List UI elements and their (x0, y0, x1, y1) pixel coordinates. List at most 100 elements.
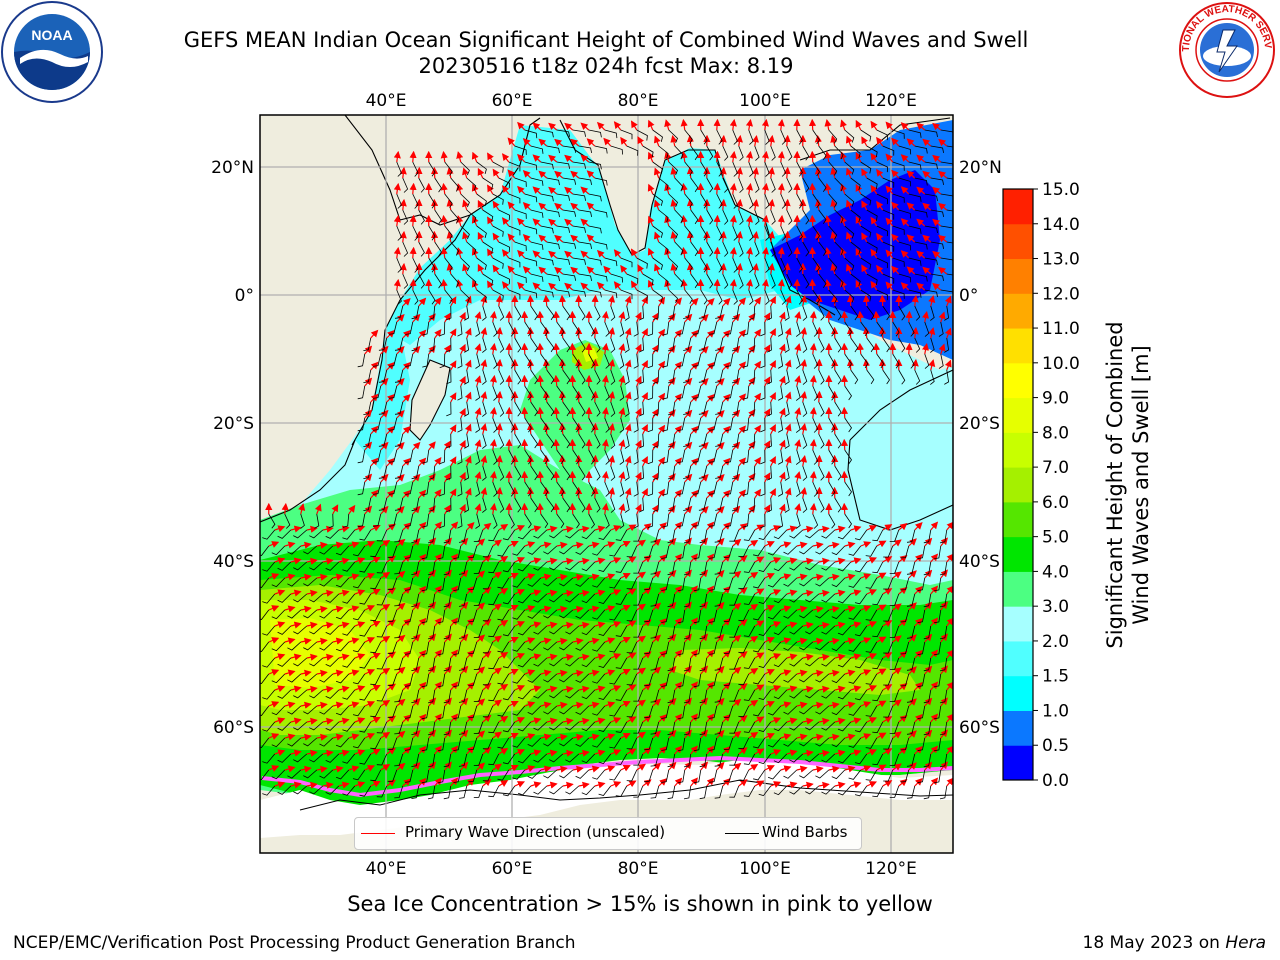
wave-direction-arrow (819, 456, 820, 466)
lon-tick-top: 60°E (492, 91, 533, 111)
legend-wind-swatch (725, 833, 759, 834)
wave-direction-arrow (819, 328, 820, 338)
colorbar-tick-label: 8.0 (1042, 423, 1069, 443)
colorbar-tick-label: 11.0 (1042, 319, 1080, 339)
wave-direction-arrow (546, 296, 547, 306)
wave-direction-arrow (540, 408, 541, 418)
colorbar-segment (1003, 606, 1033, 641)
wave-direction-arrow (540, 472, 541, 482)
wave-direction-arrow (556, 408, 557, 418)
wave-direction-arrow (717, 216, 718, 226)
lat-tick-right: 0° (959, 286, 978, 306)
lon-tick-top: 40°E (366, 91, 407, 111)
lon-tick-bottom: 100°E (739, 859, 791, 879)
lon-tick-bottom: 60°E (492, 859, 533, 879)
colorbar: 0.00.51.01.52.03.04.05.06.07.08.09.010.0… (1003, 180, 1080, 791)
wave-direction-arrow (540, 440, 541, 450)
colorbar-ticks: 0.00.51.01.52.03.04.05.06.07.08.09.010.0… (1033, 180, 1080, 791)
wave-direction-arrow (876, 312, 877, 322)
colorbar-tick-label: 1.5 (1042, 667, 1069, 687)
wave-direction-arrow (419, 264, 420, 274)
colorbar-tick-label: 1.0 (1042, 701, 1069, 721)
lat-ticks-left: 20°N 0° 20°S 40°S 60°S (211, 158, 254, 738)
wave-direction-arrow (595, 456, 596, 466)
lon-tick-bottom: 120°E (865, 859, 917, 879)
wave-direction-arrow (595, 328, 596, 338)
wave-direction-arrow (595, 488, 596, 498)
colorbar-tick-label: 15.0 (1042, 180, 1080, 200)
wave-direction-arrow (876, 344, 877, 354)
wave-direction-arrow (812, 216, 813, 226)
wave-direction-arrow (717, 120, 718, 130)
wave-direction-arrow (866, 296, 867, 306)
colorbar-tick-label: 0.5 (1042, 736, 1069, 756)
colorbar-tick-label: 10.0 (1042, 354, 1080, 374)
wave-direction-arrow (717, 280, 718, 290)
wave-direction-arrow (413, 280, 414, 290)
wave-direction-arrow (562, 296, 563, 306)
colorbar-tick-label: 9.0 (1042, 389, 1069, 409)
wave-direction-arrow (844, 408, 845, 418)
wave-direction-arrow (595, 392, 596, 402)
lon-tick-bottom: 40°E (366, 859, 407, 879)
lon-tick-bottom: 80°E (618, 859, 659, 879)
wave-direction-arrow (556, 376, 557, 386)
lon-tick-top: 80°E (618, 91, 659, 111)
lat-tick-right: 20°S (959, 414, 1000, 434)
colorbar-tick-label: 6.0 (1042, 493, 1069, 513)
wave-direction-arrow (819, 488, 820, 498)
lat-tick-right: 20°N (959, 158, 1002, 178)
colorbar-segment (1003, 571, 1033, 606)
footer-date: 18 May 2023 on Hera (1083, 933, 1267, 953)
wave-direction-arrow (419, 232, 420, 242)
colorbar-segments (1003, 189, 1033, 781)
colorbar-segment (1003, 363, 1033, 398)
wave-direction-arrow (850, 296, 851, 306)
wave-direction-arrow (812, 248, 813, 258)
wave-direction-arrow (844, 440, 845, 450)
wave-direction-arrow (595, 360, 596, 370)
colorbar-tick-label: 7.0 (1042, 458, 1069, 478)
colorbar-segment (1003, 467, 1033, 502)
wave-direction-arrow (419, 168, 420, 178)
colorbar-segment (1003, 710, 1033, 745)
wave-direction-arrow (812, 184, 813, 194)
colorbar-segment (1003, 641, 1033, 676)
wave-direction-arrow (556, 440, 557, 450)
wave-direction-arrow (540, 312, 541, 322)
wave-direction-arrow (413, 216, 414, 226)
legend-wind-label: Wind Barbs (762, 823, 847, 841)
wave-direction-arrow (819, 392, 820, 402)
wave-direction-arrow (556, 472, 557, 482)
wave-direction-arrow (909, 312, 910, 322)
wave-direction-arrow (595, 424, 596, 434)
colorbar-segment (1003, 398, 1033, 433)
colorbar-tick-label: 5.0 (1042, 528, 1069, 548)
wave-direction-arrow (509, 312, 510, 322)
lat-tick-left: 0° (235, 286, 254, 306)
wave-direction-arrow (540, 376, 541, 386)
lon-ticks-top: 40°E 60°E 80°E 100°E 120°E (366, 91, 917, 111)
lat-tick-right: 40°S (959, 552, 1000, 572)
footer-credit: NCEP/EMC/Verification Post Processing Pr… (13, 933, 576, 953)
colorbar-segment (1003, 224, 1033, 259)
colorbar-tick-label: 12.0 (1042, 284, 1080, 304)
wave-direction-arrow (530, 296, 531, 306)
wave-direction-arrow (860, 344, 861, 354)
wave-direction-arrow (413, 184, 414, 194)
wave-direction-arrow (860, 312, 861, 322)
wave-direction-arrow (595, 296, 596, 306)
wave-direction-arrow (819, 360, 820, 370)
lat-tick-right: 60°S (959, 718, 1000, 738)
wave-direction-arrow (413, 152, 414, 162)
wave-direction-arrow (509, 440, 510, 450)
wave-direction-arrow (717, 248, 718, 258)
wave-direction-arrow (413, 248, 414, 258)
colorbar-segment (1003, 745, 1033, 780)
wave-direction-arrow (909, 344, 910, 354)
colorbar-segment (1003, 432, 1033, 467)
colorbar-tick-label: 4.0 (1042, 562, 1069, 582)
wave-direction-arrow (819, 424, 820, 434)
wave-direction-arrow (540, 504, 541, 514)
